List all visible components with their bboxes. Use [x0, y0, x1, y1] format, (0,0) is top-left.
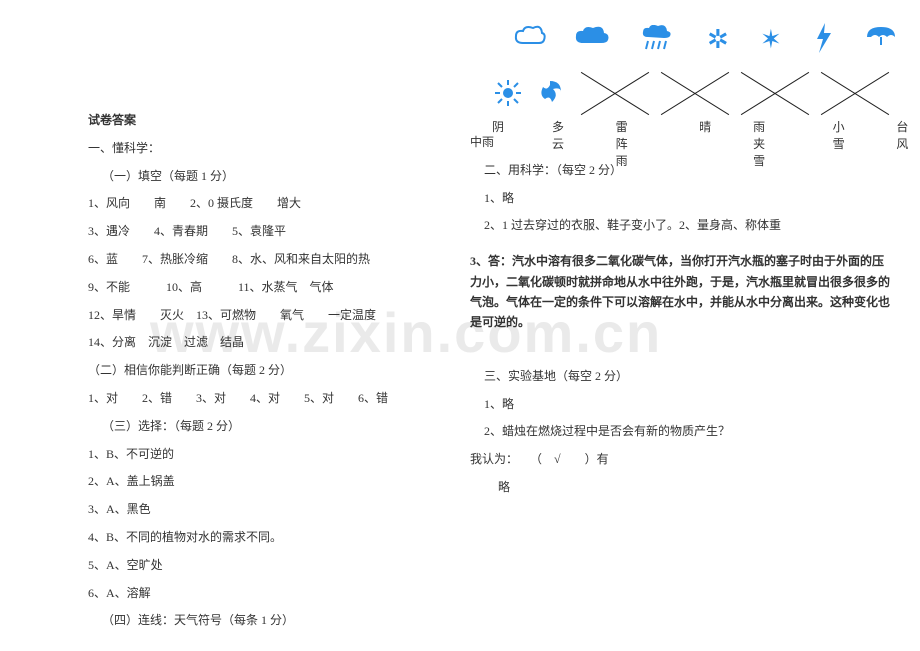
answer-paragraph: 3、答：汽水中溶有很多二氧化碳气体，当你打开汽水瓶的塞子时由于外面的压力小，二氧… [470, 251, 890, 333]
rain-icon [640, 25, 674, 57]
answer-line: 我认为： （ √ ）有 [470, 451, 890, 468]
answer-line: 1、略 [470, 396, 890, 413]
answer-line: 2、A、盖上锅盖 [88, 473, 428, 490]
answer-title: 试卷答案 [88, 112, 428, 129]
umbrella-icon [865, 25, 897, 51]
cloud-outline-icon [513, 25, 547, 51]
section-heading: 一、懂科学： [88, 140, 428, 157]
answer-line: 中雨 [470, 134, 890, 151]
snow2-icon: ✶ [760, 25, 782, 55]
answer-line: 3、A、黑色 [88, 501, 428, 518]
answer-line: 6、蓝 7、热胀冷缩 8、水、风和来自太阳的热 [88, 251, 428, 268]
section-heading: 三、实验基地（每空 2 分） [470, 368, 890, 385]
weather-label: 台风 [896, 118, 912, 169]
subsection-heading: （二）相信你能判断正确（每题 2 分） [88, 362, 428, 379]
typhoon-icon [535, 77, 565, 111]
sun-icon [495, 80, 521, 110]
answer-line: 9、不能 10、高 11、水蒸气 气体 [88, 279, 428, 296]
answer-line: 1、略 [470, 190, 890, 207]
answer-line: 1、风向 南 2、0 摄氏度 增大 [88, 195, 428, 212]
answer-line: 2、1 过去穿过的衣服、鞋子变小了。2、量身高、称体重 [470, 217, 890, 234]
snow1-icon: ✲ [707, 25, 729, 55]
answer-line: 1、对 2、错 3、对 4、对 5、对 6、错 [88, 390, 428, 407]
answer-line: 1、B、不可逆的 [88, 446, 428, 463]
subsection-heading: （三）选择：（每题 2 分） [88, 418, 428, 435]
answer-line: 6、A、溶解 [88, 585, 428, 602]
answer-line: 12、旱情 灭火 13、可燃物 氧气 一定温度 [88, 307, 428, 324]
lightning-icon [815, 23, 833, 57]
cloud-fill-icon [573, 25, 611, 51]
left-column: 试卷答案 一、懂科学： （一）填空（每题 1 分） 1、风向 南 2、0 摄氏度… [88, 112, 428, 640]
section-heading: 二、用科学：（每空 2 分） [470, 162, 890, 179]
answer-line: 14、分离 沉淀 过滤 结晶 [88, 334, 428, 351]
answer-line: 5、A、空旷处 [88, 557, 428, 574]
answer-line: 略 [470, 479, 890, 496]
subsection-heading: （一）填空（每题 1 分） [88, 168, 428, 185]
answer-line: 3、遇冷 4、青春期 5、袁隆平 [88, 223, 428, 240]
answer-line: 4、B、不同的植物对水的需求不同。 [88, 529, 428, 546]
answer-line: 2、蜡烛在燃烧过程中是否会有新的物质产生？ [470, 423, 890, 440]
right-column: 中雨 二、用科学：（每空 2 分） 1、略 2、1 过去穿过的衣服、鞋子变小了。… [470, 112, 890, 507]
weather-icon-row: ✲ ✶ [475, 25, 905, 105]
subsection-heading: （四）连线：天气符号（每条 1 分） [88, 612, 428, 629]
